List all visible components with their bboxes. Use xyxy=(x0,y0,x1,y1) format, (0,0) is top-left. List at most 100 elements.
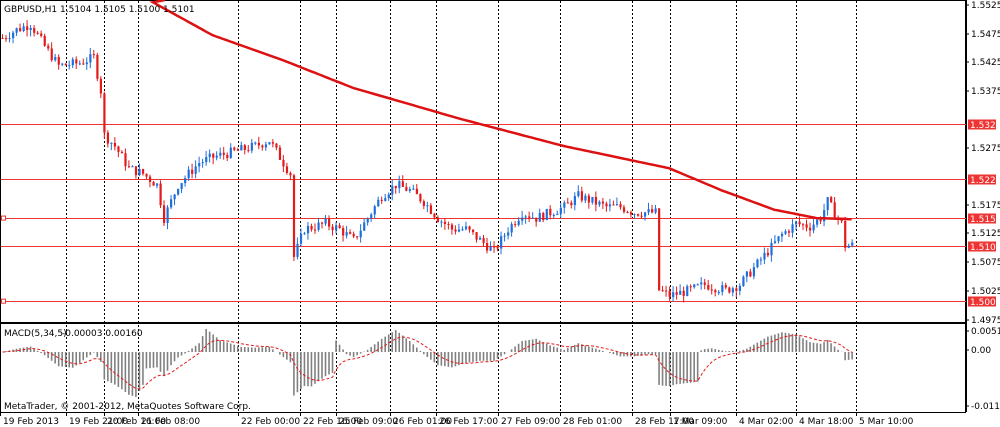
level-price-tag xyxy=(968,241,996,252)
candle-body xyxy=(324,218,327,224)
candle-body xyxy=(243,145,246,150)
candle-body xyxy=(422,201,426,206)
candle-body xyxy=(187,169,190,179)
candle-body xyxy=(816,219,819,225)
candle-body xyxy=(338,225,341,229)
time-tick-label: 19 Feb 2013 xyxy=(3,417,59,427)
candle-body xyxy=(633,214,636,216)
candle-body xyxy=(240,145,243,151)
candle-body xyxy=(486,243,489,251)
candle-body xyxy=(152,181,155,186)
candle-body xyxy=(500,236,503,249)
candle-body xyxy=(134,166,138,176)
candle-body xyxy=(528,216,531,218)
candle-body xyxy=(629,212,633,215)
candle-body xyxy=(584,195,587,201)
level-price-tag xyxy=(968,174,996,185)
candle-body xyxy=(33,27,36,33)
candle-body xyxy=(605,203,608,207)
candle-body xyxy=(489,246,492,251)
candles[interactable] xyxy=(1,20,854,303)
candle-body xyxy=(285,166,289,173)
price-tick-label: 1.5475 xyxy=(971,30,1000,40)
candle-body xyxy=(145,173,148,177)
candle-body xyxy=(426,205,429,207)
candle-body xyxy=(549,208,552,216)
candle-body xyxy=(777,236,780,242)
candle-body xyxy=(668,290,671,298)
candle-body xyxy=(686,286,689,296)
price-axis-background xyxy=(966,0,1000,412)
candle-body xyxy=(651,209,654,213)
price-tick-label: 1.4975 xyxy=(971,316,1000,326)
candle-body xyxy=(580,191,584,201)
candle-body xyxy=(644,212,647,217)
macd-tick-label: 0.00 xyxy=(971,346,991,356)
candle-body xyxy=(387,194,390,199)
candle-body xyxy=(833,202,836,218)
candle-body xyxy=(289,172,292,176)
candle-body xyxy=(113,142,117,147)
candle-body xyxy=(29,27,32,31)
candle-body xyxy=(496,246,499,249)
price-tick-label: 1.5425 xyxy=(971,58,1000,68)
candle-body xyxy=(405,186,408,191)
candle-body xyxy=(478,237,482,240)
candle-body xyxy=(359,230,362,238)
candle-body xyxy=(180,183,183,189)
candle-body xyxy=(96,54,99,79)
candle-body xyxy=(226,154,229,158)
candle-body xyxy=(552,214,555,216)
candle-body xyxy=(103,93,106,133)
candle-body xyxy=(282,159,285,167)
candle-body xyxy=(766,252,770,256)
candle-body xyxy=(507,232,510,236)
candle-body xyxy=(436,217,440,222)
candle-body xyxy=(443,221,447,225)
candle-body xyxy=(535,217,538,222)
candle-body xyxy=(844,221,847,248)
candle-body xyxy=(110,142,113,144)
macd-axis-labels: 0.00519 0.00 -0.01116 xyxy=(966,327,1000,412)
candle-body xyxy=(177,188,180,195)
candle-body xyxy=(710,289,713,291)
candle-body xyxy=(78,63,81,65)
candle-body xyxy=(138,169,141,176)
candle-body xyxy=(370,214,373,219)
candle-body xyxy=(731,288,734,293)
time-tick-label: 19 Feb 21:00 xyxy=(69,417,128,427)
candle-body xyxy=(587,195,591,203)
candle-body xyxy=(131,166,134,168)
candle-body xyxy=(665,290,668,292)
candle-body xyxy=(117,146,120,152)
level-price-label: 1.5100 xyxy=(970,243,1000,253)
candle-body xyxy=(619,204,622,208)
candle-body xyxy=(475,232,478,240)
candle-body xyxy=(759,259,763,261)
main-chart-frame xyxy=(0,0,966,323)
candle-body xyxy=(538,213,541,222)
time-tick-label: 28 Feb 17:00 xyxy=(635,417,694,427)
candle-body xyxy=(47,45,50,49)
candle-body xyxy=(331,226,334,231)
candle-body xyxy=(394,185,397,189)
candle-body xyxy=(830,197,833,203)
candle-body xyxy=(219,152,222,156)
horizontal-levels: 1.5320 1.5220 1.5150 1.5100 1.5000 xyxy=(1,119,1000,308)
candle-body xyxy=(328,218,331,227)
candle-body xyxy=(682,290,685,296)
time-tick-label: 5 Mar 10:00 xyxy=(859,417,914,427)
candle-body xyxy=(661,290,664,292)
candle-body xyxy=(184,178,187,184)
candle-body xyxy=(654,208,657,213)
candle-body xyxy=(577,191,580,197)
candle-body xyxy=(317,222,320,230)
candle-body xyxy=(106,132,110,144)
candle-body xyxy=(384,198,387,201)
time-tick-label: 4 Mar 02:00 xyxy=(739,417,794,427)
candle-body xyxy=(141,169,145,174)
candle-body xyxy=(159,183,162,206)
candle-body xyxy=(847,245,850,248)
